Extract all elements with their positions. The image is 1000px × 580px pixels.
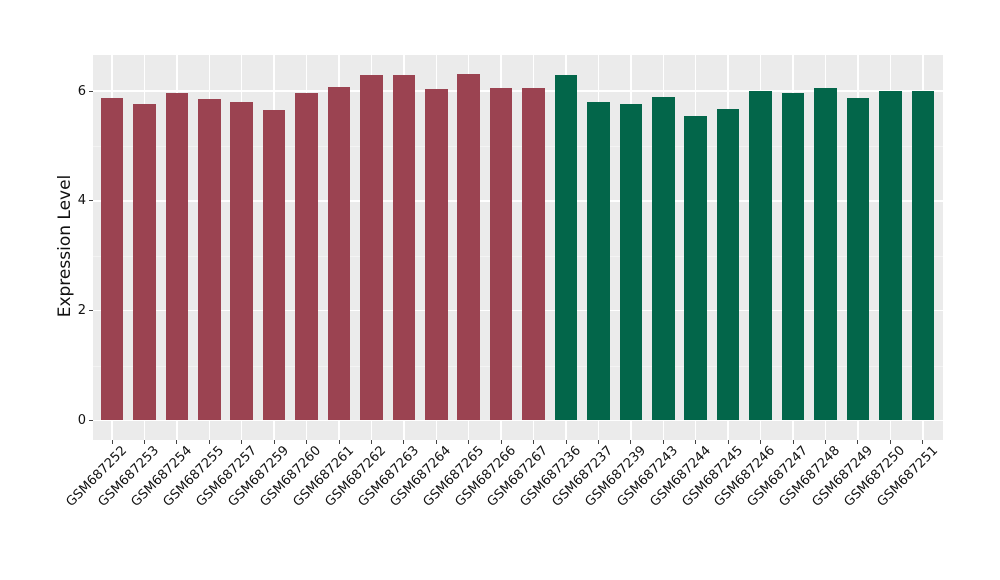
x-tick-mark: [695, 440, 697, 444]
x-tick-mark: [662, 440, 664, 444]
x-tick-mark: [922, 440, 924, 444]
x-tick-mark: [176, 440, 178, 444]
gridline-y-major: [93, 90, 943, 92]
x-tick-mark: [241, 440, 243, 444]
bar-GSM687265: [457, 73, 480, 421]
x-tick-mark: [597, 440, 599, 444]
gridline-y-major: [93, 200, 943, 202]
x-tick-mark: [208, 440, 210, 444]
bar-GSM687239: [619, 103, 643, 421]
bar-GSM687237: [587, 102, 610, 421]
x-tick-mark: [857, 440, 859, 444]
x-tick-mark: [889, 440, 891, 444]
bar-GSM687244: [684, 116, 707, 421]
x-tick-mark: [435, 440, 437, 444]
gridline-y-major: [93, 309, 943, 312]
x-tick-mark: [403, 440, 405, 444]
y-tick-label: 6: [77, 83, 86, 99]
x-tick-mark: [760, 440, 762, 444]
gridline-y-minor: [93, 255, 943, 257]
y-axis-label: Expression Level: [55, 174, 75, 318]
x-tick-mark: [565, 440, 567, 444]
x-tick-mark: [500, 440, 502, 444]
y-tick-label: 2: [77, 303, 86, 319]
y-tick-mark: [89, 310, 93, 312]
bar-GSM687245: [716, 108, 740, 421]
y-tick-label: 4: [77, 193, 86, 209]
y-tick-label: 0: [77, 413, 86, 428]
bar-GSM687246: [749, 90, 772, 421]
bar-GSM687247: [781, 93, 805, 421]
x-tick-mark: [533, 440, 535, 444]
y-tick-mark: [89, 90, 93, 92]
bar-GSM687266: [489, 87, 513, 421]
y-tick-mark: [89, 200, 93, 202]
bar-GSM687252: [100, 98, 124, 421]
plot-panel: [93, 55, 943, 440]
bar-GSM687257: [230, 102, 253, 421]
y-tick-mark: [89, 420, 93, 421]
x-tick-mark: [306, 440, 308, 444]
bar-GSM687250: [879, 91, 902, 421]
bar-GSM687249: [846, 98, 870, 421]
x-tick-mark: [792, 440, 794, 444]
bar-GSM687263: [392, 74, 416, 421]
gridline-y-major: [93, 419, 943, 422]
x-tick-mark: [468, 440, 470, 444]
x-tick-mark: [824, 440, 826, 444]
bar-GSM687255: [198, 99, 221, 421]
gridline-y-minor: [93, 365, 943, 367]
x-tick-mark: [630, 440, 632, 444]
bar-GSM687261: [327, 86, 351, 421]
bar-GSM687251: [911, 90, 934, 421]
gridline-y-minor: [93, 146, 943, 147]
bar-GSM687236: [554, 75, 578, 421]
x-tick-mark: [370, 440, 372, 444]
bar-GSM687253: [133, 103, 156, 421]
x-tick-mark: [143, 440, 145, 444]
bar-GSM687254: [165, 93, 189, 421]
bar-GSM687260: [295, 93, 318, 421]
bar-GSM687267: [522, 87, 545, 421]
bar-GSM687262: [360, 74, 383, 421]
x-tick-mark: [273, 440, 275, 444]
bar-GSM687264: [425, 88, 448, 421]
bar-GSM687259: [262, 109, 286, 421]
x-tick-mark: [727, 440, 729, 444]
bar-GSM687248: [814, 87, 837, 421]
x-tick-mark: [338, 440, 340, 444]
x-tick-mark: [111, 440, 113, 444]
bar-GSM687243: [652, 97, 675, 421]
